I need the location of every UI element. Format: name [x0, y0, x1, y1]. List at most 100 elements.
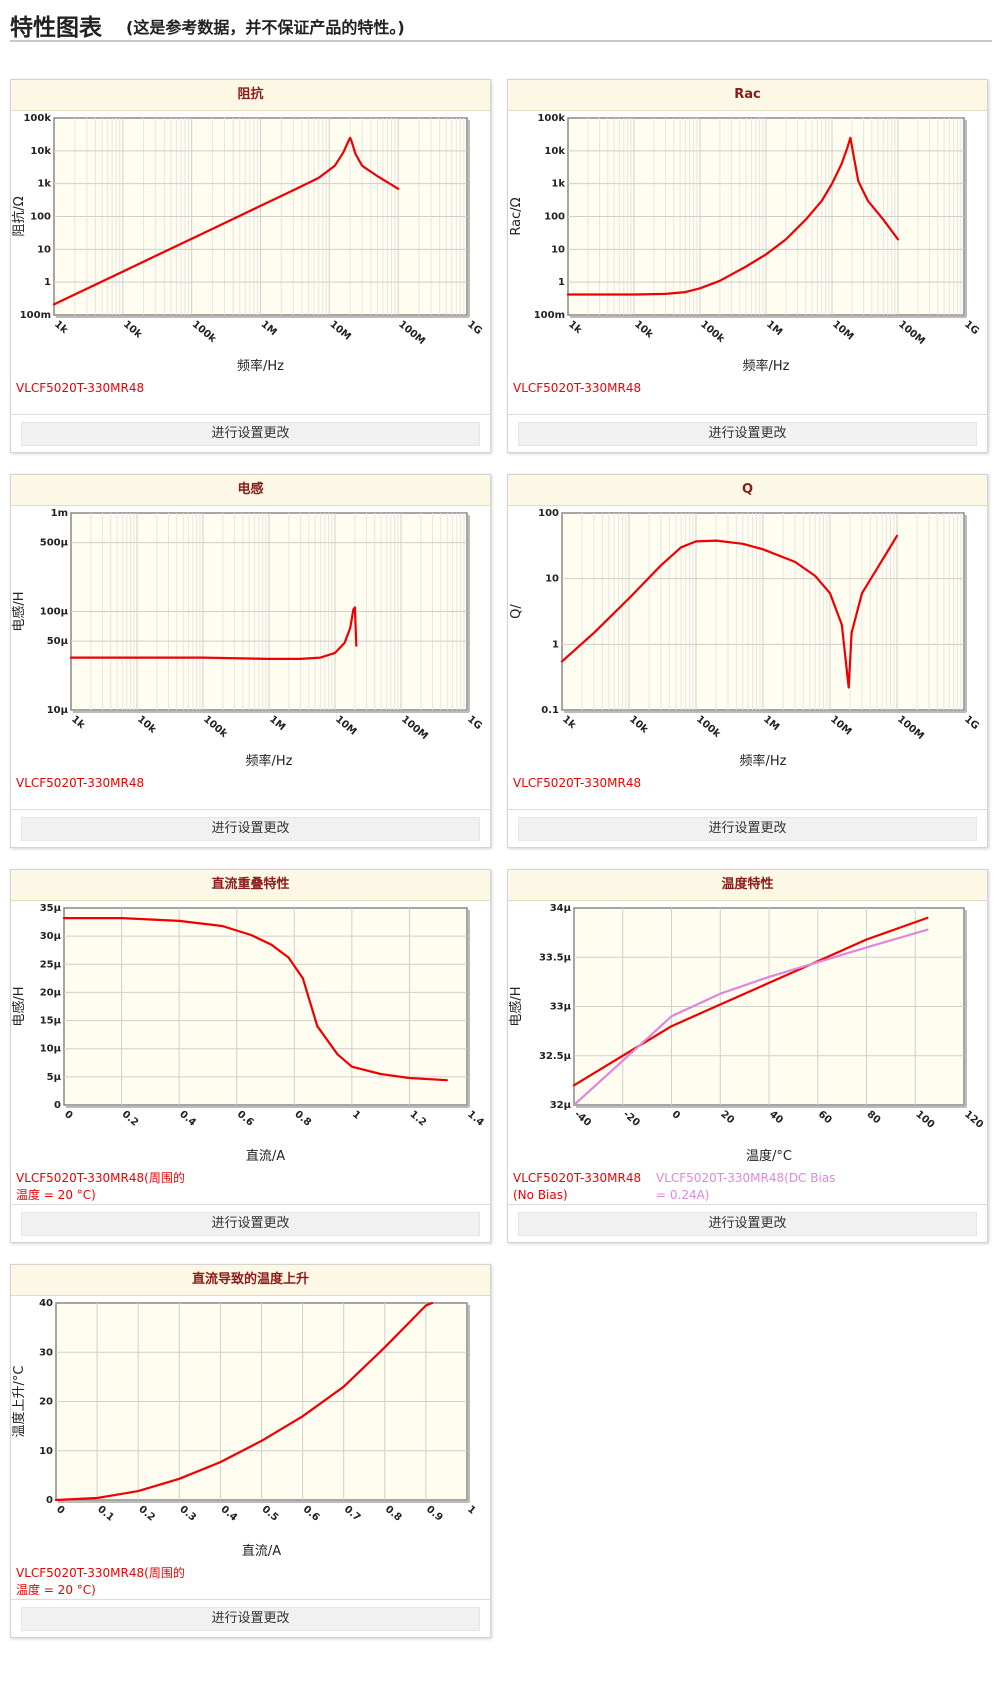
x-tick-label: 100M — [895, 714, 926, 742]
card-divider — [508, 1204, 987, 1205]
chart-svg: 100m 1 10 100 1k 10k 100k 1k 10k 100k 1M 10M 100M 1G 频… — [12, 113, 484, 374]
settings-change-button[interactable]: 进行设置更改 — [21, 422, 480, 446]
settings-change-button[interactable]: 进行设置更改 — [518, 817, 977, 841]
y-tick-label: 100 — [544, 212, 565, 223]
x-tick-label: 10M — [830, 319, 855, 343]
y-tick-label: 35μ — [40, 903, 62, 914]
chart-card-dc_bias: 直流重叠特性 0 5μ 10μ 15μ 20μ 25μ 30μ 35μ 0 0.2 0.4 0.6 0.8… — [10, 869, 491, 1243]
chart-title: 直流导致的温度上升 — [11, 1265, 490, 1296]
y-tick-label: 20μ — [40, 987, 62, 998]
chart-title: 阻抗 — [11, 80, 490, 111]
x-tick-label: 20 — [718, 1109, 736, 1126]
y-tick-label: 0 — [46, 1495, 53, 1506]
x-axis-label: 频率/Hz — [743, 358, 790, 374]
legend-line: VLCF5020T-330MR48 — [513, 1171, 642, 1185]
x-tick-label: 1k — [52, 319, 70, 336]
x-tick-label: -20 — [621, 1109, 642, 1129]
y-axis-label: Q/ — [509, 604, 524, 619]
x-tick-label: 1G — [962, 319, 981, 337]
chart-title: Q — [508, 475, 987, 506]
settings-change-button[interactable]: 进行设置更改 — [21, 1607, 480, 1631]
y-tick-label: 100 — [538, 508, 559, 519]
legend-entry: VLCF5020T-330MR48 — [16, 775, 144, 792]
chart-card-temperature: 温度特性 32μ 32.5μ 33μ 33.5μ 34μ -40 -20 0 20 40 60 80 10… — [507, 869, 988, 1243]
chart-title: 直流重叠特性 — [11, 870, 490, 901]
settings-change-button[interactable]: 进行设置更改 — [21, 817, 480, 841]
page-subtitle: (这是参考数据，并不保证产品的特性。) — [126, 18, 405, 37]
series-line-1 — [560, 534, 899, 689]
y-axis-label: 电感/H — [11, 986, 27, 1026]
y-tick-label: 100 — [30, 212, 51, 223]
card-divider — [11, 414, 490, 415]
y-tick-label: 30μ — [40, 931, 62, 942]
y-tick-label: 100μ — [40, 607, 69, 618]
x-tick-label: 0.5 — [260, 1504, 281, 1524]
chart-title: Rac — [508, 80, 987, 111]
legend-line: 温度 = 20 °C) — [16, 1188, 96, 1202]
y-tick-label: 32.5μ — [539, 1051, 572, 1062]
x-tick-label: 1k — [560, 714, 578, 731]
x-tick-label: 1M — [761, 714, 781, 733]
x-tick-label: 100k — [698, 319, 726, 345]
chart-svg: 32μ 32.5μ 33μ 33.5μ 34μ -40 -20 0 20 40 60 80 100 120… — [508, 903, 985, 1164]
y-tick-label: 10k — [30, 146, 51, 157]
x-tick-label: 10k — [627, 714, 650, 736]
legend-line: (No Bias) — [513, 1188, 568, 1202]
x-tick-label: 0.4 — [177, 1109, 198, 1129]
chart-card-impedance: 阻抗 100m 1 10 100 1k 10k 100k 1k 10k 100k 1M 10M 100M 1… — [10, 79, 491, 453]
legend-entry: VLCF5020T-330MR48 — [513, 380, 641, 397]
series-line-1 — [566, 136, 900, 296]
settings-change-button[interactable]: 进行设置更改 — [21, 1212, 480, 1236]
x-tick-label: 10k — [135, 714, 158, 736]
y-tick-label: 34μ — [550, 903, 572, 914]
x-tick-label: 1k — [69, 714, 87, 731]
x-tick-label: -40 — [572, 1109, 593, 1129]
x-tick-label: 0.2 — [136, 1504, 157, 1524]
y-axis-label: 电感/H — [508, 986, 524, 1026]
legend-entry: VLCF5020T-330MR48(周围的 温度 = 20 °C) — [16, 1565, 185, 1599]
x-tick-label: 100M — [896, 319, 927, 347]
legend-line: VLCF5020T-330MR48 — [513, 381, 642, 395]
x-tick-label: 0.6 — [235, 1109, 256, 1129]
card-divider — [508, 414, 987, 415]
settings-change-button[interactable]: 进行设置更改 — [518, 1212, 977, 1236]
chart-svg: 10μ 50μ 100μ 500μ 1m 1k 10k 100k 1M 10M 100M 1G 频率/H… — [11, 508, 484, 769]
y-tick-label: 10 — [39, 1446, 53, 1457]
x-axis-label: 直流/A — [246, 1149, 285, 1164]
x-tick-label: 0.4 — [218, 1504, 239, 1524]
legend-line: VLCF5020T-330MR48 — [16, 381, 145, 395]
x-axis-label: 直流/A — [242, 1544, 281, 1559]
x-axis-label: 频率/Hz — [246, 753, 293, 769]
x-tick-label: 1G — [465, 319, 484, 337]
y-tick-label: 30 — [39, 1347, 53, 1358]
x-tick-label: 0.3 — [177, 1504, 198, 1524]
page-title: 特性图表 — [10, 15, 102, 41]
x-tick-label: 1G — [465, 714, 484, 732]
x-tick-label: 100k — [201, 714, 229, 740]
chart-title: 温度特性 — [508, 870, 987, 901]
legend-line: VLCF5020T-330MR48(周围的 — [16, 1171, 185, 1185]
series-line-1 — [54, 1301, 434, 1502]
legend-entry: VLCF5020T-330MR48 (No Bias) — [513, 1170, 641, 1204]
y-tick-label: 0.1 — [541, 705, 559, 716]
y-tick-label: 40 — [39, 1298, 53, 1309]
settings-change-button[interactable]: 进行设置更改 — [518, 422, 977, 446]
x-tick-label: 100k — [190, 319, 218, 345]
x-tick-label: 40 — [767, 1109, 785, 1126]
y-tick-label: 1 — [552, 639, 559, 650]
x-tick-label: 0 — [54, 1504, 66, 1517]
y-tick-label: 5μ — [47, 1072, 62, 1083]
series-line-2 — [572, 928, 929, 1107]
y-tick-label: 10k — [544, 146, 565, 157]
series-line-1 — [52, 136, 400, 306]
y-tick-label: 500μ — [40, 538, 69, 549]
x-tick-label: 60 — [816, 1109, 834, 1126]
chart-svg: 100m 1 10 100 1k 10k 100k 1k 10k 100k 1M 10M 100M 1G 频… — [509, 113, 981, 374]
x-tick-label: 1G — [962, 714, 981, 732]
x-tick-label: 1M — [267, 714, 287, 733]
x-tick-label: 10M — [333, 714, 358, 738]
legend-line: VLCF5020T-330MR48(周围的 — [16, 1566, 185, 1580]
chart-card-inductance: 电感 10μ 50μ 100μ 500μ 1m 1k 10k 100k 1M 10M 100M 1G 频率… — [10, 474, 491, 848]
x-tick-label: 0.8 — [292, 1109, 313, 1129]
chart-card-q: Q 0.1 1 10 100 1k 10k 100k 1M 10M 100M 1G 频率/Hz Q/VLC… — [507, 474, 988, 848]
